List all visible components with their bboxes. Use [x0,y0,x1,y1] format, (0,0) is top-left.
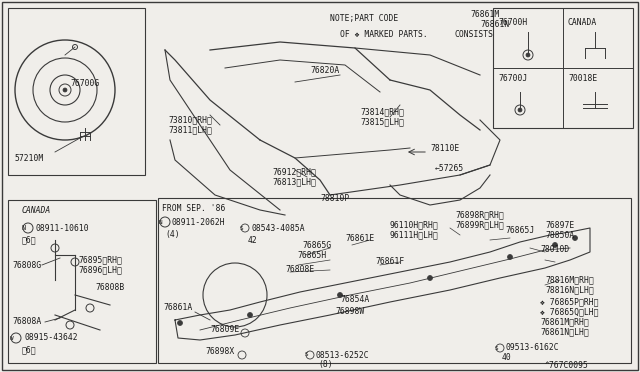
Text: 78010D: 78010D [540,246,569,254]
Text: 08911-2062H: 08911-2062H [172,218,226,227]
Bar [8,200,156,363]
Text: CONSISTS: CONSISTS [455,29,494,38]
Text: (4): (4) [165,230,180,238]
Text: 73810〈RH〉: 73810〈RH〉 [168,115,212,125]
Text: 78110E: 78110E [430,144,460,153]
Text: 78816M〈RH〉: 78816M〈RH〉 [545,276,594,285]
Text: 76861N: 76861N [480,19,509,29]
Text: 76808B: 76808B [95,283,124,292]
Text: 08911-10610: 08911-10610 [35,224,88,232]
Text: 76912〈RH〉: 76912〈RH〉 [272,167,316,176]
Text: N: N [158,219,162,224]
Text: 76700G: 76700G [70,78,99,87]
Text: ←57265: ←57265 [435,164,464,173]
Bar [158,198,631,363]
Circle shape [552,243,557,247]
Text: 76820A: 76820A [310,65,339,74]
Text: 78850A: 78850A [545,231,574,240]
Circle shape [63,88,67,92]
Text: 76898X: 76898X [205,347,234,356]
Text: 76896〈LH〉: 76896〈LH〉 [78,266,122,275]
Text: FROM SEP. '86: FROM SEP. '86 [162,203,225,212]
Text: 76861N〈LH〉: 76861N〈LH〉 [540,327,589,337]
Bar [493,8,633,128]
Text: 76808A: 76808A [12,317,41,327]
Text: 6: 6 [22,235,36,244]
Text: ❖ 76865P〈RH〉: ❖ 76865P〈RH〉 [540,298,598,307]
Text: 70018E: 70018E [568,74,597,83]
Text: 76813〈LH〉: 76813〈LH〉 [272,177,316,186]
Text: 08915-43642: 08915-43642 [24,334,77,343]
Text: 73814〈RH〉: 73814〈RH〉 [360,108,404,116]
Text: (8): (8) [318,360,333,369]
Text: ^767C0095: ^767C0095 [545,360,589,369]
Text: CANADA: CANADA [22,205,51,215]
Text: 76854A: 76854A [340,295,369,305]
Text: 09513-6162C: 09513-6162C [506,343,559,353]
Text: 96110H〈RH〉: 96110H〈RH〉 [390,221,439,230]
Text: S: S [494,346,498,350]
Text: N: N [21,225,25,231]
Circle shape [508,254,513,260]
Text: S: S [239,225,243,231]
Text: 76861M: 76861M [470,10,499,19]
Bar [8,8,145,175]
Text: W: W [10,336,14,340]
Text: OF ❖ MARKED PARTS.: OF ❖ MARKED PARTS. [340,29,428,38]
Text: 76861F: 76861F [375,257,404,266]
Circle shape [518,108,522,112]
Text: 96111H〈LH〉: 96111H〈LH〉 [390,231,439,240]
Text: 76898R〈RH〉: 76898R〈RH〉 [455,211,504,219]
Text: 76700J: 76700J [498,74,527,83]
Text: 78810P: 78810P [320,193,349,202]
Text: 76700H: 76700H [498,17,527,26]
Circle shape [428,276,433,280]
Text: NOTE;PART CODE: NOTE;PART CODE [330,13,398,22]
Text: 73811〈LH〉: 73811〈LH〉 [168,125,212,135]
Text: 08543-4085A: 08543-4085A [251,224,305,232]
Text: 76808E: 76808E [285,266,314,275]
Text: 6: 6 [22,346,36,355]
Text: 76808G: 76808G [12,260,41,269]
Text: 76865J: 76865J [505,225,534,234]
Text: 76865H: 76865H [297,251,326,260]
Text: ❖ 76865Q〈LH〉: ❖ 76865Q〈LH〉 [540,308,598,317]
Text: 78816N〈LH〉: 78816N〈LH〉 [545,285,594,295]
Text: 73815〈LH〉: 73815〈LH〉 [360,118,404,126]
Circle shape [337,292,342,298]
Text: 76897E: 76897E [545,221,574,230]
Text: 76861A: 76861A [163,304,192,312]
Text: CANADA: CANADA [568,17,597,26]
Text: 76895〈RH〉: 76895〈RH〉 [78,256,122,264]
Circle shape [526,53,530,57]
Circle shape [177,321,182,326]
Text: 76898W: 76898W [335,308,364,317]
Text: 76861M〈RH〉: 76861M〈RH〉 [540,317,589,327]
Text: S: S [304,353,308,357]
Text: 76865G: 76865G [302,241,332,250]
Text: 08513-6252C: 08513-6252C [316,350,370,359]
Text: 40: 40 [502,353,512,362]
Circle shape [248,312,253,317]
Text: 57210M: 57210M [14,154,44,163]
Text: 76809E: 76809E [210,326,239,334]
Text: 76899R〈LH〉: 76899R〈LH〉 [455,221,504,230]
Text: 76861E: 76861E [345,234,374,243]
Circle shape [573,235,577,241]
Text: 42: 42 [248,235,258,244]
